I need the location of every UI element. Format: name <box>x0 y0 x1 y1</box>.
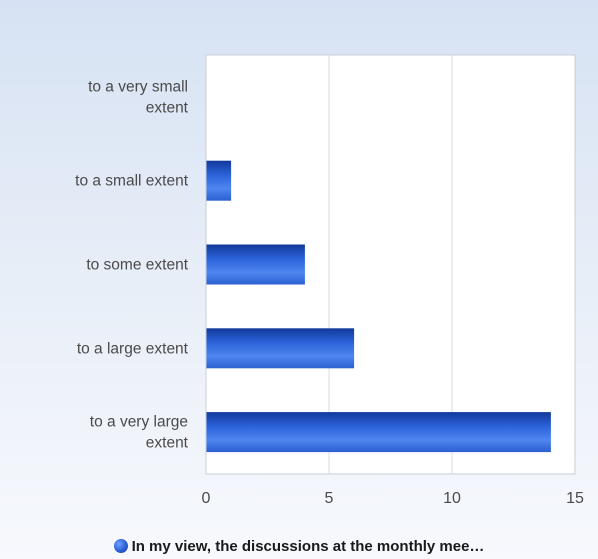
category-label: extent <box>146 99 189 116</box>
legend: In my view, the discussions at the month… <box>0 538 598 555</box>
x-tick-label: 10 <box>443 490 461 507</box>
x-tick-label: 15 <box>566 490 584 507</box>
category-label: to a very large <box>90 414 188 431</box>
x-tick-label: 5 <box>325 490 334 507</box>
legend-label: In my view, the discussions at the month… <box>131 538 485 555</box>
category-label: to a very small <box>88 78 188 95</box>
bar <box>206 244 305 285</box>
category-label: to a small extent <box>75 173 189 190</box>
x-tick-label: 0 <box>202 490 211 507</box>
category-label: to some extent <box>86 257 188 274</box>
bar <box>206 412 551 453</box>
bar <box>206 328 355 369</box>
legend-marker-icon <box>113 539 128 553</box>
category-label: to a large extent <box>77 340 189 357</box>
bar <box>206 160 232 201</box>
category-label: extent <box>146 435 189 452</box>
